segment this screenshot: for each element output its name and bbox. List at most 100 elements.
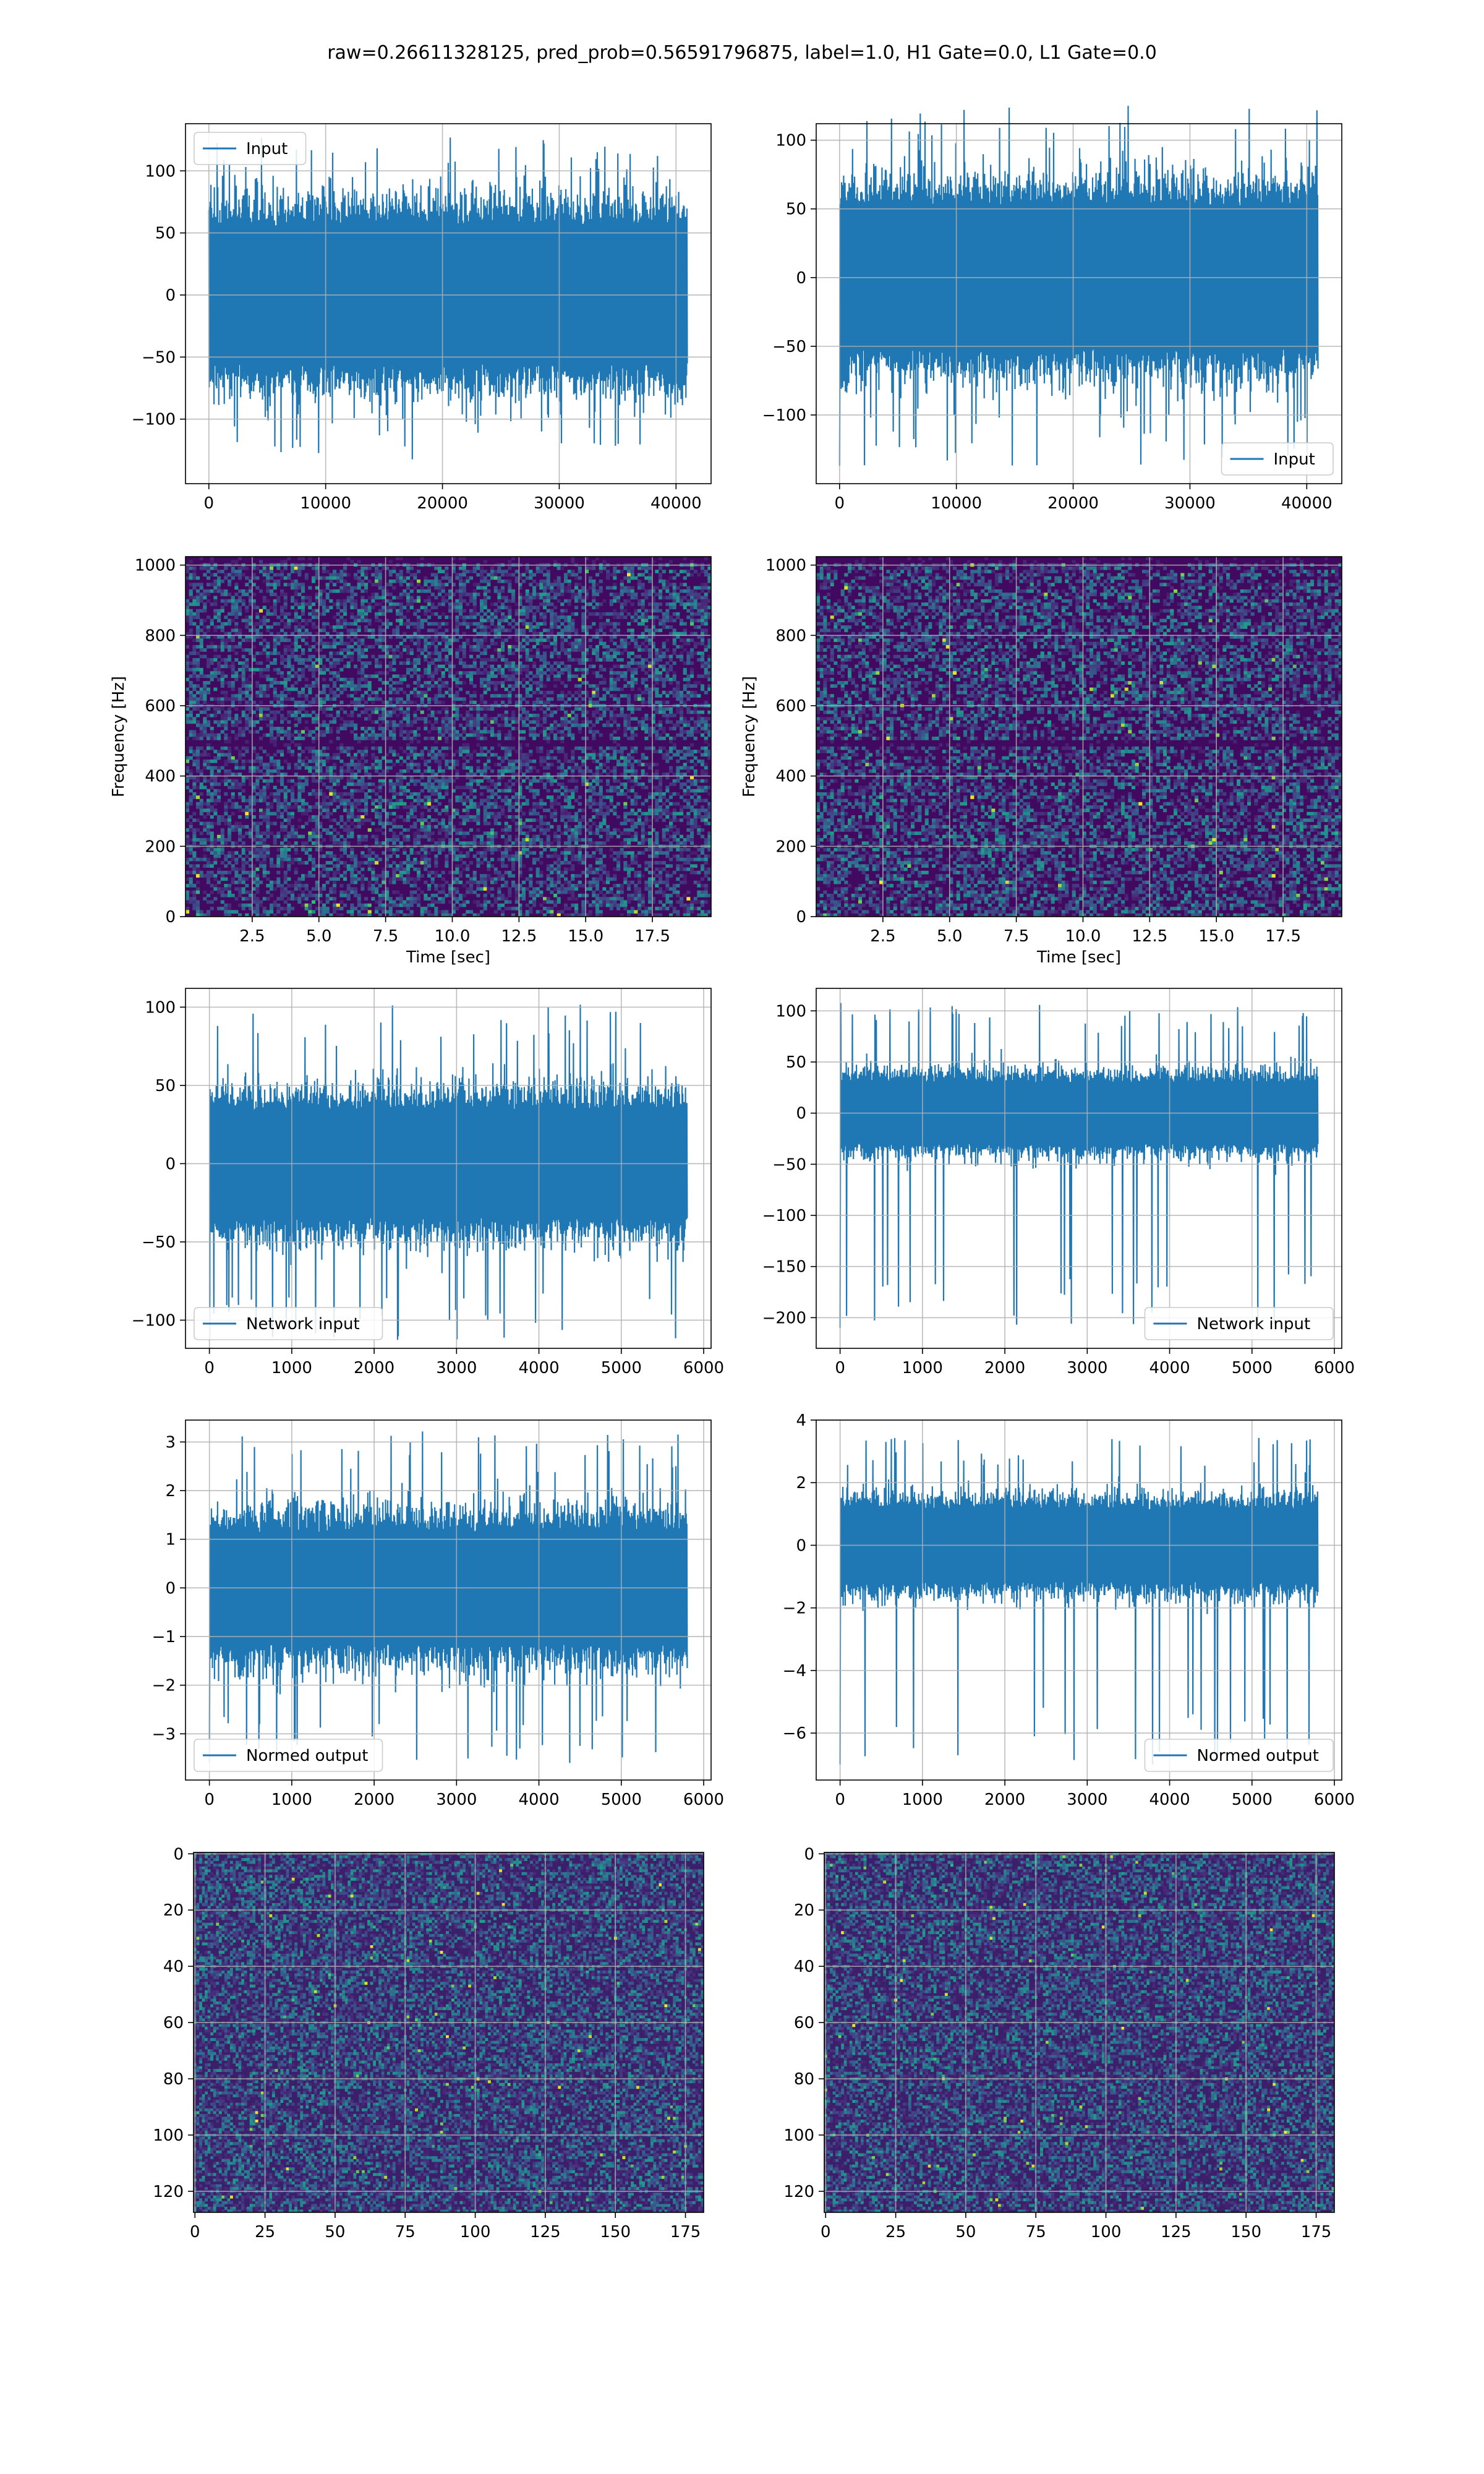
heatmap-cell (287, 557, 291, 560)
heatmap-cell (532, 593, 536, 596)
heatmap-cell (564, 580, 568, 583)
heatmap-cell (476, 593, 480, 596)
heatmap-cell (339, 570, 343, 573)
heatmap-cell (620, 583, 624, 586)
heatmap-cell (207, 570, 210, 573)
heatmap-cell (224, 593, 228, 596)
heatmap-cell (382, 596, 385, 600)
heatmap-cell (547, 580, 550, 583)
heatmap-cell (526, 589, 529, 593)
heatmap-cell (336, 580, 340, 583)
heatmap-cell (382, 593, 385, 596)
heatmap-cell (676, 593, 680, 596)
heatmap-cell (694, 589, 697, 593)
y-tick-label: −100 (132, 411, 176, 429)
heatmap-cell (536, 596, 540, 600)
heatmap-cell (378, 583, 382, 586)
heatmap-cell (701, 567, 704, 570)
heatmap-cell (665, 596, 669, 600)
figure: 0 10000 20000 30000 40000−100−50050100Input0… (0, 0, 1484, 2474)
heatmap-cell (339, 586, 343, 590)
heatmap-cell (669, 560, 673, 563)
heatmap-cell (676, 586, 680, 590)
heatmap-cell (480, 586, 484, 590)
heatmap-cell (553, 589, 557, 593)
heatmap-cell (217, 570, 221, 573)
heatmap-cell (455, 589, 459, 593)
heatmap-cell (466, 576, 469, 580)
heatmap-cell (592, 560, 595, 563)
heatmap-cell (487, 580, 490, 583)
heatmap-cell (634, 576, 638, 580)
heatmap-cell (673, 583, 676, 586)
heatmap-cell (396, 557, 399, 560)
heatmap-cell (631, 593, 634, 596)
heatmap-cell (357, 583, 361, 586)
x-tick-label: 40000 (650, 494, 702, 513)
heatmap-cell (662, 583, 666, 586)
heatmap-cell (255, 576, 259, 580)
heatmap-cell (406, 593, 410, 596)
heatmap-cell (308, 586, 312, 590)
heatmap-cell (431, 580, 435, 583)
heatmap-cell (571, 573, 574, 577)
heatmap-cell (354, 573, 357, 577)
heatmap-cell (532, 596, 536, 600)
heatmap-cell (186, 576, 189, 580)
heatmap-cell (410, 567, 414, 570)
heatmap-cell (494, 573, 498, 577)
x-tick-label: 0 (204, 494, 215, 513)
heatmap-cell (659, 589, 662, 593)
heatmap-cell (297, 573, 301, 577)
heatmap-cell (662, 570, 666, 573)
heatmap-cell (424, 589, 427, 593)
heatmap-cell (592, 580, 595, 583)
heatmap-cell (375, 567, 378, 570)
heatmap-cell (217, 576, 221, 580)
heatmap-cell (627, 576, 631, 580)
heatmap-cell (280, 589, 284, 593)
heatmap-cell (371, 596, 375, 600)
heatmap-cell (360, 583, 364, 586)
heatmap-cell (592, 589, 595, 593)
heatmap-cell (669, 593, 673, 596)
heatmap-cell (680, 570, 683, 573)
heatmap-cell (547, 576, 550, 580)
heatmap-cell (665, 589, 669, 593)
heatmap-cell (501, 586, 505, 590)
heatmap-cell (357, 560, 361, 563)
heatmap-cell (210, 589, 214, 593)
heatmap-cell (480, 580, 484, 583)
heatmap-cell (564, 589, 568, 593)
heatmap-cell (610, 586, 613, 590)
heatmap-cell (189, 560, 193, 563)
heatmap-cell (360, 570, 364, 573)
heatmap-cell (364, 583, 368, 586)
heatmap-cell (284, 567, 288, 570)
heatmap-cell (620, 589, 624, 593)
heatmap-cell (644, 567, 648, 570)
heatmap-cell (690, 593, 694, 596)
heatmap-cell (613, 570, 616, 573)
heatmap-cell (595, 583, 599, 586)
heatmap-cell (547, 583, 550, 586)
heatmap-cell (406, 586, 410, 590)
heatmap-cell (641, 593, 645, 596)
heatmap-cell (413, 576, 417, 580)
heatmap-cell (406, 596, 410, 600)
heatmap-cell (276, 567, 280, 570)
heatmap-cell (263, 567, 267, 570)
heatmap-cell (505, 570, 508, 573)
heatmap-cell (539, 567, 543, 570)
heatmap-cell (543, 593, 547, 596)
heatmap-cell (690, 573, 694, 577)
heatmap-cell (329, 589, 333, 593)
heatmap-cell (424, 576, 427, 580)
heatmap-cell (673, 570, 676, 573)
heatmap-cell (631, 570, 634, 573)
heatmap-cell (339, 580, 343, 583)
heatmap-cell (238, 596, 242, 600)
heatmap-cell (284, 583, 288, 586)
x-tick-label: 10000 (931, 494, 982, 513)
heatmap-cell (424, 583, 427, 586)
